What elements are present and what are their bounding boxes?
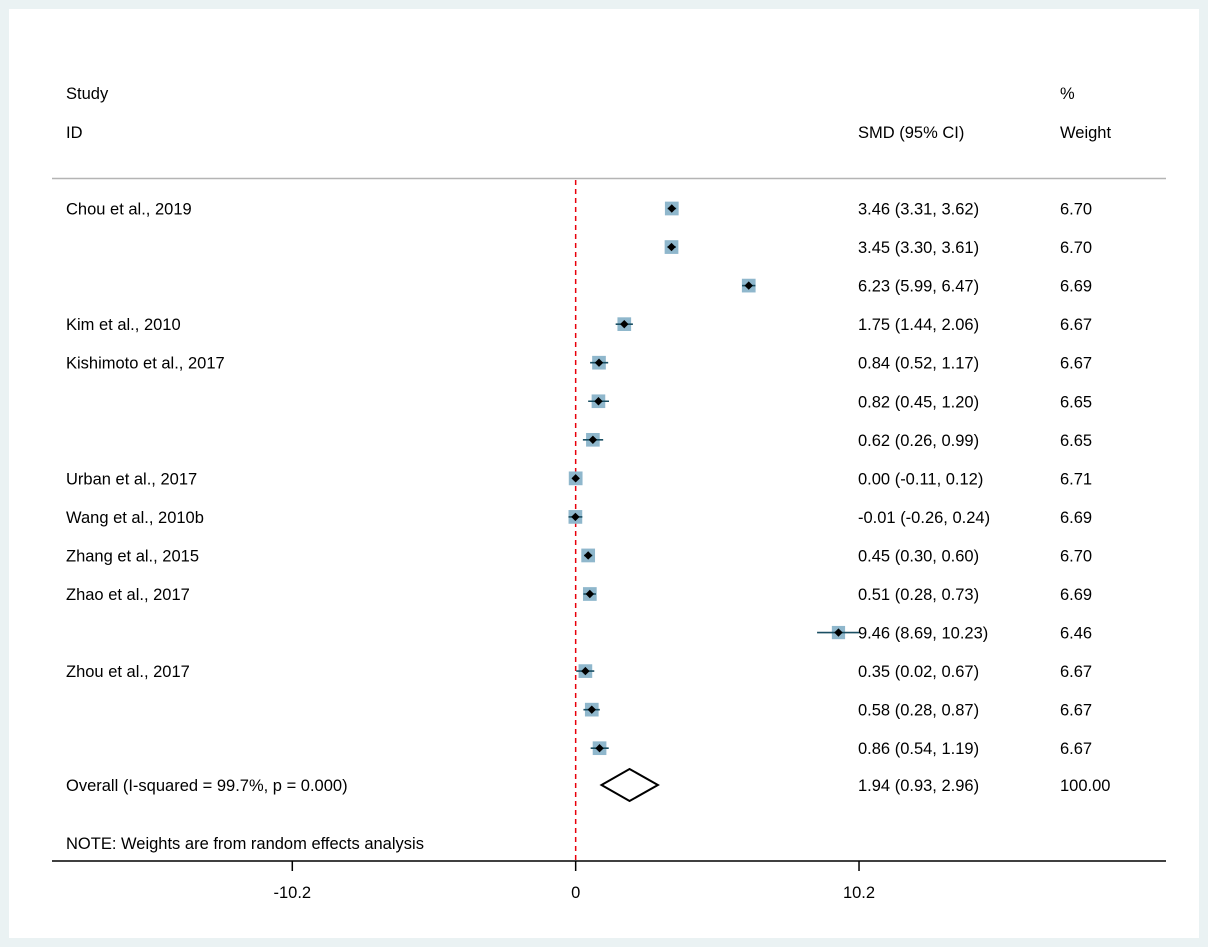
study-rows: Chou et al., 2019 3.46 (3.31, 3.62) 6.703.…	[66, 201, 1092, 759]
ci-label: 0.51 (0.28, 0.73)	[858, 586, 979, 604]
ci-label: 1.75 (1.44, 2.06)	[858, 316, 979, 334]
study-row: Zhou et al., 2017 0.35 (0.02, 0.67) 6.67	[66, 663, 1092, 681]
point-estimate	[667, 242, 676, 252]
ci-label: 0.58 (0.28, 0.87)	[858, 702, 979, 720]
study-row: Zhang et al., 2015 0.45 (0.30, 0.60) 6.70	[66, 547, 1092, 565]
ci-label: 0.82 (0.45, 1.20)	[858, 393, 979, 411]
weight-label: 6.67	[1060, 702, 1092, 720]
study-label: Wang et al., 2010b	[66, 509, 204, 527]
point-estimate	[571, 512, 580, 522]
point-estimate	[744, 281, 753, 290]
x-axis-ticks: -10.2 0 10.2	[273, 861, 875, 902]
weight-label: 6.70	[1060, 239, 1092, 257]
ci-label: 0.62 (0.26, 0.99)	[858, 432, 979, 450]
weights-note: NOTE: Weights are from random effects an…	[66, 835, 424, 853]
weight-label: 6.65	[1060, 432, 1092, 450]
x-tick-label: 10.2	[843, 884, 875, 902]
point-estimate	[585, 589, 595, 599]
plot-region	[52, 52, 1166, 862]
header-effect: SMD (95% CI)	[858, 124, 964, 142]
header-weight: Weight	[1060, 124, 1111, 142]
study-label: Zhou et al., 2017	[66, 663, 190, 681]
weight-label: 6.67	[1060, 355, 1092, 373]
study-row: 6.23 (5.99, 6.47) 6.69	[741, 278, 1092, 296]
study-row: 9.46 (8.69, 10.23) 6.46	[817, 625, 1092, 643]
point-estimate	[583, 551, 593, 560]
weight-label: 6.70	[1060, 547, 1092, 565]
study-row: 0.86 (0.54, 1.19) 6.67	[590, 740, 1092, 758]
study-label: Kishimoto et al., 2017	[66, 355, 225, 373]
point-estimate	[595, 744, 604, 753]
ci-label: 0.84 (0.52, 1.17)	[858, 355, 979, 373]
overall-label: Overall (I-squared = 99.7%, p = 0.000)	[66, 777, 348, 795]
overall-diamond	[599, 767, 660, 803]
point-estimate	[581, 666, 590, 676]
study-row: 0.62 (0.26, 0.99) 6.65	[582, 432, 1092, 450]
study-row: Kim et al., 2010 1.75 (1.44, 2.06) 6.67	[66, 316, 1092, 334]
point-estimate	[571, 474, 580, 483]
weight-label: 6.67	[1060, 740, 1092, 758]
study-label: Urban et al., 2017	[66, 470, 197, 488]
ci-label: 6.23 (5.99, 6.47)	[858, 278, 979, 296]
ci-label: -0.01 (-0.26, 0.24)	[858, 509, 990, 527]
point-estimate	[587, 705, 596, 714]
weight-label: 6.65	[1060, 393, 1092, 411]
study-row: Urban et al., 2017 0.00 (-0.11, 0.12) 6.71	[66, 470, 1092, 488]
header-weight-percent: %	[1060, 85, 1075, 103]
study-row: 0.58 (0.28, 0.87) 6.67	[583, 702, 1092, 720]
ci-label: 0.35 (0.02, 0.67)	[858, 663, 979, 681]
weight-label: 6.70	[1060, 201, 1092, 219]
weight-label: 6.71	[1060, 470, 1092, 488]
study-row: Chou et al., 2019 3.46 (3.31, 3.62) 6.70	[66, 201, 1092, 219]
weight-label: 6.67	[1060, 663, 1092, 681]
study-label: Zhang et al., 2015	[66, 547, 199, 565]
overall-ci-label: 1.94 (0.93, 2.96)	[858, 777, 979, 795]
ci-label: 3.45 (3.30, 3.61)	[858, 239, 979, 257]
point-estimate	[834, 628, 843, 637]
study-row: Kishimoto et al., 2017 0.84 (0.52, 1.17) 6…	[66, 355, 1092, 373]
point-estimate	[594, 358, 604, 367]
weight-label: 6.69	[1060, 278, 1092, 296]
weight-label: 6.46	[1060, 625, 1092, 643]
point-estimate	[594, 397, 603, 406]
x-tick-label: 0	[571, 884, 580, 902]
overall-weight-label: 100.00	[1060, 777, 1110, 795]
study-row: 3.45 (3.30, 3.61) 6.70	[664, 239, 1092, 257]
study-label: Zhao et al., 2017	[66, 586, 190, 604]
study-row: Zhao et al., 2017 0.51 (0.28, 0.73) 6.69	[66, 586, 1092, 604]
x-tick-label: -10.2	[273, 884, 311, 902]
ci-label: 0.00 (-0.11, 0.12)	[858, 470, 983, 488]
weight-label: 6.69	[1060, 586, 1092, 604]
ci-label: 0.45 (0.30, 0.60)	[858, 547, 979, 565]
study-label: Kim et al., 2010	[66, 316, 181, 334]
point-estimate	[667, 204, 676, 213]
study-row: 0.82 (0.45, 1.20) 6.65	[588, 393, 1092, 411]
weight-label: 6.67	[1060, 316, 1092, 334]
point-estimate	[588, 435, 598, 444]
ci-label: 9.46 (8.69, 10.23)	[858, 625, 988, 643]
point-estimate	[620, 319, 629, 329]
header-id: ID	[66, 124, 83, 142]
ci-label: 3.46 (3.31, 3.62)	[858, 201, 979, 219]
weight-label: 6.69	[1060, 509, 1092, 527]
study-row: Wang et al., 2010b -0.01 (-0.26, 0.24) 6.6…	[66, 509, 1092, 527]
header-study: Study	[66, 85, 109, 103]
study-label: Chou et al., 2019	[66, 201, 192, 219]
ci-label: 0.86 (0.54, 1.19)	[858, 740, 979, 758]
